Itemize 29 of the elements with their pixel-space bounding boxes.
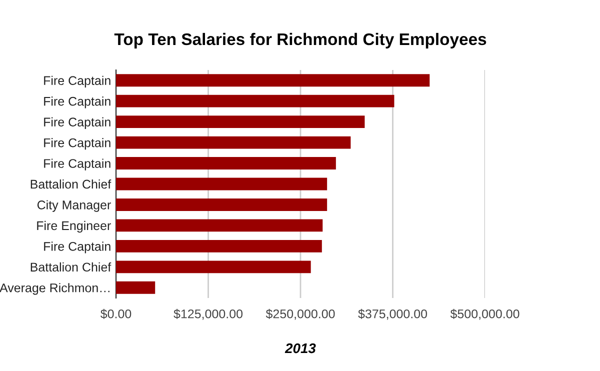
y-tick-label: Fire Captain [44, 138, 110, 150]
x-tick-label: $250,000.00 [266, 308, 335, 320]
y-tick-label: Battalion Chief [30, 179, 112, 189]
y-tick-label: City Manager [37, 200, 111, 212]
y-tick-label: Average Richmon… [0, 283, 110, 295]
y-tick-label: Battalion Chief [30, 262, 112, 272]
bar [116, 198, 328, 211]
bar [116, 157, 336, 170]
x-tick-label: $0.00 [100, 308, 132, 320]
bar [116, 240, 322, 252]
bar [116, 281, 156, 294]
y-tick-label: Fire Captain [44, 158, 110, 170]
x-tick-label: $125,000.00 [174, 308, 243, 320]
chart-title: Top Ten Salaries for Richmond City Employees [114, 32, 486, 48]
bar [116, 178, 328, 190]
y-tick-label: Fire Engineer [37, 220, 111, 233]
y-tick-label: Fire Captain [44, 76, 110, 88]
bar [116, 94, 394, 108]
y-tick-label: Fire Captain [44, 242, 110, 254]
x-axis-title: 2013 [284, 343, 316, 354]
bar [116, 260, 311, 274]
y-tick-label: Fire Captain [44, 96, 110, 108]
x-tick-label: $375,000.00 [358, 308, 428, 320]
bar [116, 136, 351, 149]
bar [116, 74, 430, 87]
bar [116, 116, 365, 128]
bar [116, 219, 323, 232]
x-tick-label: $500,000.00 [450, 308, 520, 320]
y-tick-label: Fire Captain [44, 117, 110, 129]
